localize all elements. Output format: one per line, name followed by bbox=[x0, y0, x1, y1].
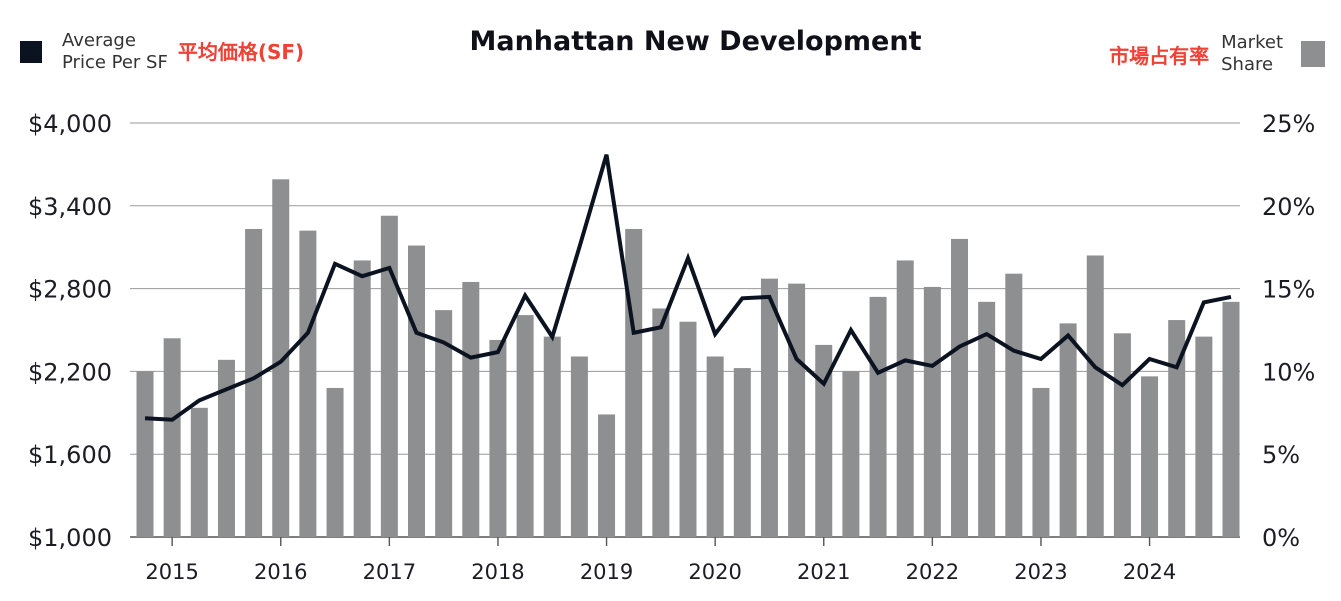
market-share-bar bbox=[1113, 333, 1131, 537]
market-share-bar bbox=[1005, 273, 1023, 537]
right-tick-label: 0% bbox=[1262, 524, 1300, 552]
right-tick-label: 10% bbox=[1262, 358, 1315, 386]
market-share-bar bbox=[1222, 301, 1240, 537]
market-share-bar bbox=[598, 414, 616, 537]
market-share-bar bbox=[353, 260, 371, 537]
x-tick-label: 2017 bbox=[363, 560, 416, 584]
price-line bbox=[144, 154, 1232, 422]
market-share-bar bbox=[190, 407, 208, 537]
market-share-bar bbox=[679, 321, 697, 537]
market-share-bar bbox=[1032, 387, 1050, 537]
x-tick-label: 2018 bbox=[471, 560, 524, 584]
legend-share-line1: Market bbox=[1221, 32, 1283, 53]
left-tick-label: $1,600 bbox=[28, 441, 112, 469]
right-axis: 25% 20% 15% 10% 5% 0% bbox=[1262, 110, 1315, 552]
left-tick-label: $3,400 bbox=[28, 193, 112, 221]
x-tick-label: 2023 bbox=[1014, 560, 1067, 584]
x-tick-label: 2020 bbox=[688, 560, 741, 584]
market-share-bar bbox=[380, 215, 398, 537]
market-share-bar bbox=[435, 310, 453, 537]
left-tick-label: $2,200 bbox=[28, 358, 112, 386]
right-tick-label: 20% bbox=[1262, 193, 1315, 221]
market-share-bar bbox=[326, 387, 344, 537]
market-share-bar bbox=[815, 344, 833, 537]
market-share-bar bbox=[760, 278, 778, 537]
market-share-bar bbox=[1086, 255, 1104, 538]
legend-price-cjk: 平均価格(SF) bbox=[177, 39, 305, 64]
market-share-bar bbox=[570, 356, 588, 537]
market-share-bar bbox=[1141, 376, 1159, 537]
market-share-bar bbox=[516, 315, 534, 537]
market-share-bar bbox=[136, 371, 154, 537]
x-tick-label: 2016 bbox=[254, 560, 307, 584]
x-tick-label: 2015 bbox=[145, 560, 198, 584]
market-share-bar bbox=[272, 179, 290, 537]
market-share-bar bbox=[489, 339, 507, 537]
market-share-bar bbox=[1059, 323, 1077, 537]
market-share-bar bbox=[1195, 336, 1213, 537]
market-share-bar bbox=[652, 308, 670, 537]
market-share-bar bbox=[978, 301, 996, 537]
market-share-bar bbox=[625, 228, 643, 537]
market-share-bar bbox=[896, 260, 914, 537]
market-share-bar bbox=[869, 296, 887, 537]
legend-price: Average Price Per SF 平均価格(SF) bbox=[20, 30, 304, 74]
legend-price-line2: Price Per SF bbox=[62, 52, 168, 73]
x-tick-label: 2024 bbox=[1123, 560, 1176, 584]
legend-share-cjk: 市場占有率 bbox=[1109, 43, 1210, 68]
market-share-bar bbox=[842, 371, 860, 537]
right-tick-label: 15% bbox=[1262, 276, 1315, 304]
legend-share: 市場占有率 Market Share bbox=[1109, 32, 1325, 76]
market-share-bar bbox=[462, 281, 480, 537]
x-tick-label: 2022 bbox=[906, 560, 959, 584]
legend-price-label: Average Price Per SF bbox=[62, 30, 168, 74]
legend-price-swatch bbox=[20, 41, 42, 63]
legend-share-swatch bbox=[1301, 41, 1325, 67]
left-axis: $4,000 $3,400 $2,800 $2,200 $1,600 $1,000 bbox=[28, 110, 112, 552]
market-share-bar bbox=[163, 338, 181, 537]
x-axis: 2015 2016 2017 2018 2019 2020 2021 2022 2023 2024 bbox=[145, 537, 1176, 584]
market-share-bar bbox=[408, 245, 425, 537]
market-share-bar bbox=[706, 356, 724, 537]
x-tick-label: 2019 bbox=[580, 560, 633, 584]
x-tick-label: 2021 bbox=[797, 560, 850, 584]
market-share-bar bbox=[788, 283, 806, 537]
chart-title: Manhattan New Development bbox=[469, 26, 922, 57]
market-share-bar bbox=[299, 230, 317, 537]
left-tick-label: $4,000 bbox=[28, 110, 112, 138]
legend-share-line2: Share bbox=[1221, 54, 1274, 75]
market-share-bar bbox=[245, 228, 263, 537]
legend-share-label: Market Share bbox=[1221, 32, 1283, 76]
market-share-bar bbox=[951, 238, 968, 538]
price-series-line bbox=[144, 154, 1232, 422]
market-share-bar bbox=[1168, 320, 1186, 537]
market-share-bar bbox=[923, 286, 941, 537]
legend-price-line1: Average bbox=[62, 30, 136, 51]
market-share-bar bbox=[733, 368, 751, 537]
left-tick-label: $1,000 bbox=[28, 524, 112, 552]
market-share-bar bbox=[543, 336, 561, 537]
right-tick-label: 5% bbox=[1262, 441, 1300, 469]
market-share-bars bbox=[136, 179, 1240, 538]
right-tick-label: 25% bbox=[1262, 110, 1315, 138]
market-share-bar bbox=[217, 359, 235, 537]
left-tick-label: $2,800 bbox=[28, 276, 112, 304]
